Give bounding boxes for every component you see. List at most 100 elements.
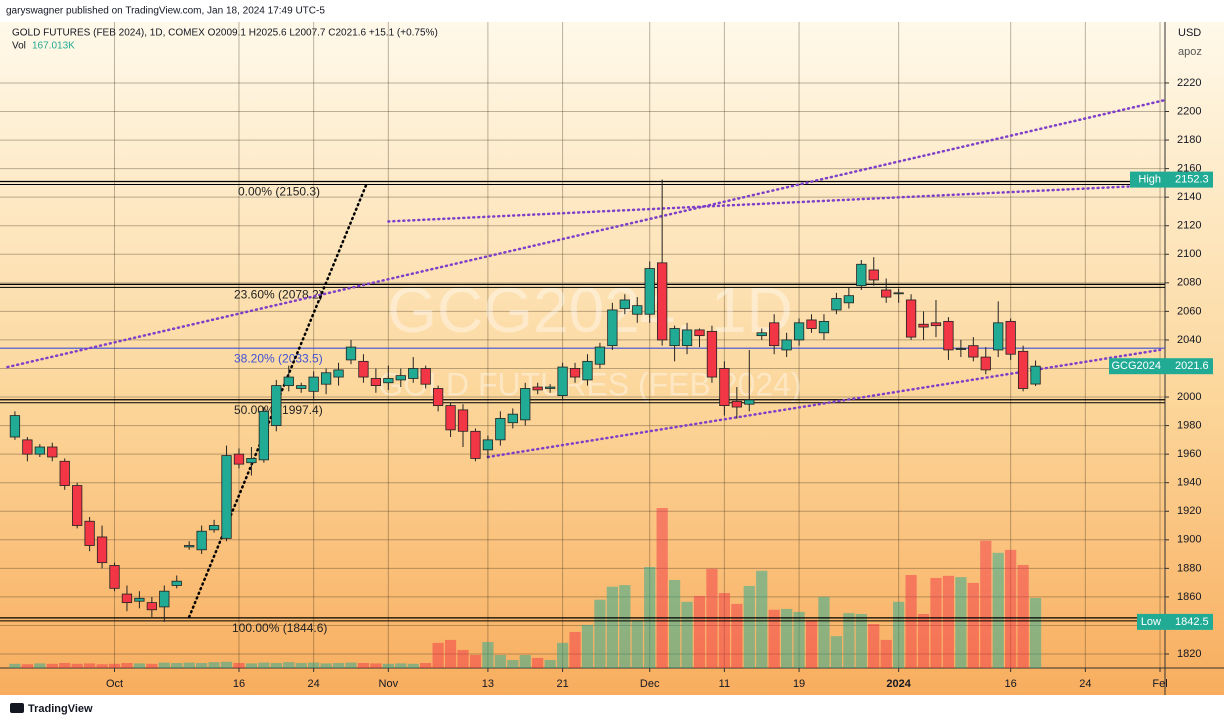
x-tick-label: 24 [308,678,320,690]
volume-bar [46,663,58,668]
candle-body [968,345,979,358]
candle-body [233,453,245,465]
x-tick-label: Oct [106,678,123,690]
candle-body [582,360,593,381]
volume-bar [457,649,469,668]
volume-bar [108,663,121,668]
candle-body [320,372,332,385]
candle-body [420,368,431,385]
volume-bar [594,599,606,668]
volume-bar [507,660,519,668]
price-marker-value: 2021.6 [1175,360,1209,372]
price-marker-tag [1109,358,1165,375]
y-tick-label: 2000 [1177,391,1201,403]
candle-body [196,530,207,551]
candle-body [930,322,942,327]
candle-body [793,322,805,341]
volume-bar [1017,564,1029,668]
candle-body [719,368,730,407]
volume-bar [220,661,233,668]
volume-bar [669,580,681,668]
y-tick-label: 2160 [1177,163,1201,175]
candle-body [283,376,294,387]
x-tick-label: 13 [482,678,494,690]
y-tick-label: 2120 [1177,220,1201,232]
candle-body [246,458,257,464]
volume-bar [482,642,494,668]
volume-bar [357,662,370,668]
candle-body [694,329,705,337]
candle-body [345,346,357,361]
volume-bar [133,663,146,668]
x-tick-label: Fel [1152,678,1167,690]
candle-body [333,369,344,378]
volume-bar [805,619,818,668]
fib-label: 0.00% (2150.3) [238,185,320,199]
volume-bar [407,663,419,668]
candle-body [532,386,543,391]
candle-body [96,536,108,564]
candle-body [308,376,319,392]
candle-body [258,410,269,461]
trendline [6,98,1165,369]
volume-bar [1005,549,1017,668]
candle-body [146,602,157,611]
fib-label: 23.60% (2078.2) [234,288,323,302]
candle-body [781,339,792,351]
y-tick-label: 1960 [1177,448,1201,460]
candle-body [632,305,643,315]
candle-body [657,262,668,341]
grid-layer [0,22,1165,668]
volume-bar [382,663,394,668]
y-tick-label: 2180 [1177,134,1201,146]
candle-body [59,460,70,486]
candle-body [208,525,220,531]
candle-body [134,597,145,602]
volume-bar [606,586,618,668]
volume-bar [756,570,768,668]
candle-body [34,446,45,455]
price-marker-tag [1130,171,1165,188]
price-marker-name: GCG2024 [1111,360,1161,372]
volume-bar [569,631,581,668]
candle-body [669,328,680,347]
volume-bar [980,540,992,668]
volume-bar [544,660,556,668]
volume-bar [868,624,880,668]
x-tick-label: 11 [719,678,730,690]
price-marker-value: 2152.3 [1175,174,1209,186]
volume-bar [843,613,855,668]
volume-bar [34,663,46,668]
price-marker-name: High [1138,174,1161,186]
volume-bar [21,664,33,668]
watermark-layer: GCG2024, 1D GOLD FUTURES (FEB 2024) [378,274,801,403]
volume-bar [320,663,332,668]
volume-bar [432,642,444,668]
volume-bar [245,663,258,668]
candle-body [744,399,755,405]
volume-bar [121,662,133,668]
volume-bar [270,662,282,668]
price-marker-box [1165,171,1213,188]
volume-bar [718,593,730,668]
volume-label: Vol [12,41,26,52]
candle-body [1017,350,1029,389]
candle-body [296,385,307,389]
y-tick-label: 1980 [1177,419,1201,431]
y-tick-label: 1940 [1177,477,1201,489]
y-tick-label: 2040 [1177,334,1201,346]
y-tick-label: 2060 [1177,305,1201,317]
volume-layer [9,508,1042,668]
candle-body [831,298,842,311]
candle-body [520,388,531,421]
x-tick-label: Nov [379,678,399,690]
volume-bar [1029,598,1042,668]
candle-body [607,309,618,347]
volume-bar [444,639,457,668]
volume-bar [830,636,843,668]
volume-bar [581,624,594,668]
volume-bar [258,662,270,668]
y-tick-label: 2220 [1177,77,1201,89]
volume-bar [681,601,693,668]
candle-body [408,368,419,379]
